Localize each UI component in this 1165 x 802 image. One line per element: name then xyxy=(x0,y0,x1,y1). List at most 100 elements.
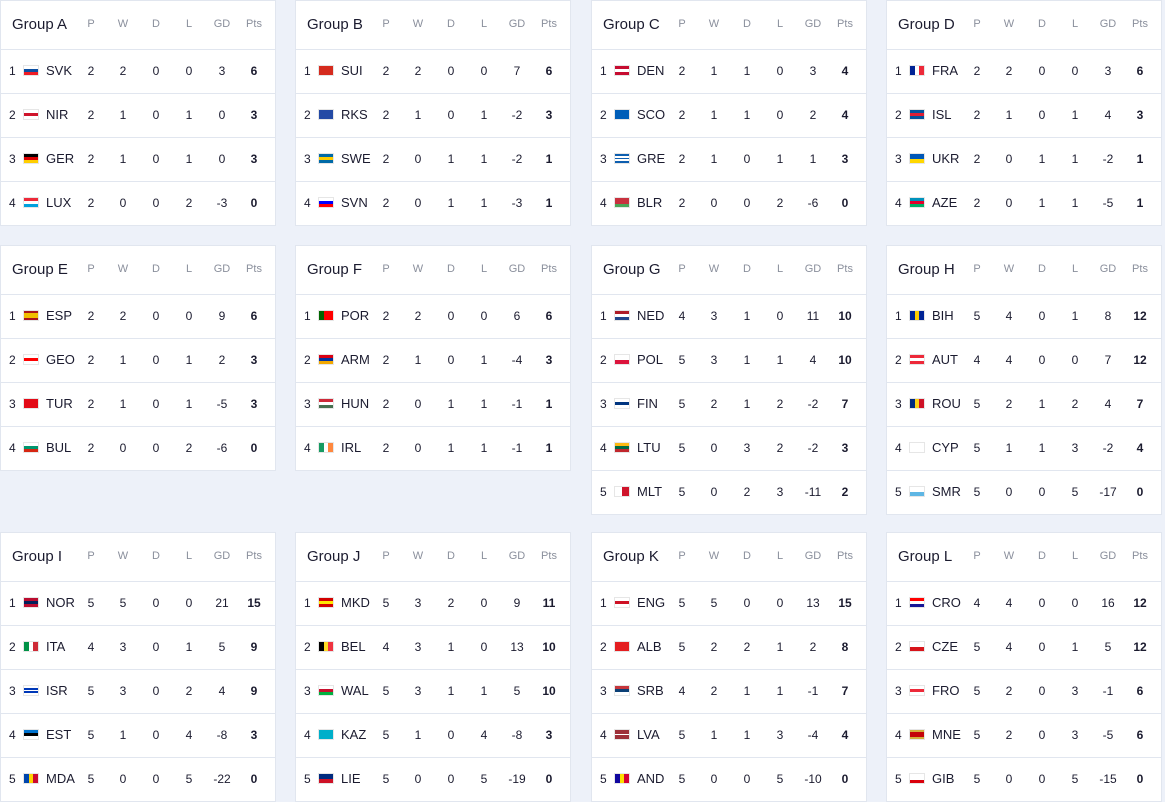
team-name[interactable]: BLR xyxy=(637,195,663,210)
team-row[interactable]: 1 ESP 2 2 0 0 9 6 xyxy=(1,295,275,339)
team-row[interactable]: 4 MNE 5 2 0 3 -5 6 xyxy=(887,714,1161,758)
team-row[interactable]: 2 RKS 2 1 0 1 -2 3 xyxy=(296,94,570,138)
team-name[interactable]: ISR xyxy=(46,683,68,698)
team-name[interactable]: MKD xyxy=(341,595,370,610)
team-name[interactable]: LVA xyxy=(637,727,660,742)
team-name[interactable]: MNE xyxy=(932,727,961,742)
team-name[interactable]: UKR xyxy=(932,151,960,166)
team-name[interactable]: SVN xyxy=(341,195,368,210)
team-row[interactable]: 2 BEL 4 3 1 0 13 10 xyxy=(296,626,570,670)
team-name[interactable]: CRO xyxy=(932,595,961,610)
team-row[interactable]: 1 POR 2 2 0 0 6 6 xyxy=(296,295,570,339)
team-name[interactable]: CYP xyxy=(932,440,959,455)
team-name[interactable]: RKS xyxy=(341,107,368,122)
team-row[interactable]: 1 NED 4 3 1 0 11 10 xyxy=(592,295,866,339)
team-row[interactable]: 3 FIN 5 2 1 2 -2 7 xyxy=(592,383,866,427)
team-row[interactable]: 3 WAL 5 3 1 1 5 10 xyxy=(296,670,570,714)
team-name[interactable]: GER xyxy=(46,151,75,166)
team-name[interactable]: SMR xyxy=(932,484,961,499)
team-row[interactable]: 2 SCO 2 1 1 0 2 4 xyxy=(592,94,866,138)
team-name[interactable]: SWE xyxy=(341,151,371,166)
team-name[interactable]: TUR xyxy=(46,396,73,411)
team-row[interactable]: 5 SMR 5 0 0 5 -17 0 xyxy=(887,471,1161,514)
team-row[interactable]: 5 MDA 5 0 0 5 -22 0 xyxy=(1,758,275,801)
team-name[interactable]: NOR xyxy=(46,595,75,610)
group-title[interactable]: Group K xyxy=(603,548,659,565)
group-title[interactable]: Group C xyxy=(603,16,660,33)
team-name[interactable]: POL xyxy=(637,352,664,367)
team-name[interactable]: FIN xyxy=(637,396,658,411)
team-row[interactable]: 3 GRE 2 1 0 1 1 3 xyxy=(592,138,866,182)
group-title[interactable]: Group I xyxy=(12,548,63,565)
team-name[interactable]: ARM xyxy=(341,352,370,367)
team-row[interactable]: 2 ITA 4 3 0 1 5 9 xyxy=(1,626,275,670)
team-row[interactable]: 3 UKR 2 0 1 1 -2 1 xyxy=(887,138,1161,182)
team-row[interactable]: 4 CYP 5 1 1 3 -2 4 xyxy=(887,427,1161,471)
team-row[interactable]: 4 LUX 2 0 0 2 -3 0 xyxy=(1,182,275,225)
team-row[interactable]: 2 CZE 5 4 0 1 5 12 xyxy=(887,626,1161,670)
team-name[interactable]: ITA xyxy=(46,639,66,654)
team-row[interactable]: 3 SWE 2 0 1 1 -2 1 xyxy=(296,138,570,182)
team-row[interactable]: 3 HUN 2 0 1 1 -1 1 xyxy=(296,383,570,427)
team-name[interactable]: DEN xyxy=(637,63,665,78)
team-row[interactable]: 5 GIB 5 0 0 5 -15 0 xyxy=(887,758,1161,801)
team-name[interactable]: ROU xyxy=(932,396,961,411)
team-name[interactable]: GEO xyxy=(46,352,75,367)
team-name[interactable]: FRA xyxy=(932,63,958,78)
team-row[interactable]: 3 FRO 5 2 0 3 -1 6 xyxy=(887,670,1161,714)
team-row[interactable]: 4 LVA 5 1 1 3 -4 4 xyxy=(592,714,866,758)
team-row[interactable]: 1 ENG 5 5 0 0 13 15 xyxy=(592,582,866,626)
team-row[interactable]: 2 ARM 2 1 0 1 -4 3 xyxy=(296,339,570,383)
team-row[interactable]: 4 EST 5 1 0 4 -8 3 xyxy=(1,714,275,758)
team-row[interactable]: 4 BLR 2 0 0 2 -6 0 xyxy=(592,182,866,225)
team-row[interactable]: 4 IRL 2 0 1 1 -1 1 xyxy=(296,427,570,470)
team-name[interactable]: KAZ xyxy=(341,727,367,742)
group-title[interactable]: Group F xyxy=(307,261,363,278)
team-row[interactable]: 5 AND 5 0 0 5 -10 0 xyxy=(592,758,866,801)
team-name[interactable]: IRL xyxy=(341,440,362,455)
group-title[interactable]: Group J xyxy=(307,548,361,565)
team-name[interactable]: SVK xyxy=(46,63,73,78)
team-name[interactable]: LIE xyxy=(341,771,361,786)
team-row[interactable]: 1 DEN 2 1 1 0 3 4 xyxy=(592,50,866,94)
team-name[interactable]: GIB xyxy=(932,771,955,786)
team-name[interactable]: SCO xyxy=(637,107,666,122)
team-name[interactable]: BEL xyxy=(341,639,366,654)
team-name[interactable]: LUX xyxy=(46,195,72,210)
team-name[interactable]: SUI xyxy=(341,63,363,78)
team-name[interactable]: AZE xyxy=(932,195,958,210)
team-name[interactable]: WAL xyxy=(341,683,369,698)
group-title[interactable]: Group E xyxy=(12,261,68,278)
team-name[interactable]: ISL xyxy=(932,107,952,122)
group-title[interactable]: Group H xyxy=(898,261,955,278)
team-row[interactable]: 4 SVN 2 0 1 1 -3 1 xyxy=(296,182,570,225)
team-row[interactable]: 2 AUT 4 4 0 0 7 12 xyxy=(887,339,1161,383)
team-name[interactable]: FRO xyxy=(932,683,960,698)
team-name[interactable]: ESP xyxy=(46,308,73,323)
team-row[interactable]: 2 ISL 2 1 0 1 4 3 xyxy=(887,94,1161,138)
team-row[interactable]: 1 CRO 4 4 0 0 16 12 xyxy=(887,582,1161,626)
team-name[interactable]: CZE xyxy=(932,639,958,654)
team-row[interactable]: 3 ROU 5 2 1 2 4 7 xyxy=(887,383,1161,427)
team-name[interactable]: GRE xyxy=(637,151,666,166)
team-name[interactable]: AUT xyxy=(932,352,958,367)
team-row[interactable]: 3 GER 2 1 0 1 0 3 xyxy=(1,138,275,182)
team-row[interactable]: 1 MKD 5 3 2 0 9 11 xyxy=(296,582,570,626)
team-row[interactable]: 4 LTU 5 0 3 2 -2 3 xyxy=(592,427,866,471)
team-row[interactable]: 2 ALB 5 2 2 1 2 8 xyxy=(592,626,866,670)
team-row[interactable]: 4 BUL 2 0 0 2 -6 0 xyxy=(1,427,275,470)
team-name[interactable]: ENG xyxy=(637,595,666,610)
team-row[interactable]: 2 NIR 2 1 0 1 0 3 xyxy=(1,94,275,138)
team-name[interactable]: AND xyxy=(637,771,665,786)
team-name[interactable]: SRB xyxy=(637,683,664,698)
team-name[interactable]: NIR xyxy=(46,107,69,122)
team-name[interactable]: HUN xyxy=(341,396,370,411)
team-row[interactable]: 4 AZE 2 0 1 1 -5 1 xyxy=(887,182,1161,225)
team-row[interactable]: 2 GEO 2 1 0 1 2 3 xyxy=(1,339,275,383)
team-row[interactable]: 1 SUI 2 2 0 0 7 6 xyxy=(296,50,570,94)
team-name[interactable]: LTU xyxy=(637,440,661,455)
team-row[interactable]: 4 KAZ 5 1 0 4 -8 3 xyxy=(296,714,570,758)
team-name[interactable]: POR xyxy=(341,308,370,323)
team-row[interactable]: 1 SVK 2 2 0 0 3 6 xyxy=(1,50,275,94)
team-row[interactable]: 3 SRB 4 2 1 1 -1 7 xyxy=(592,670,866,714)
